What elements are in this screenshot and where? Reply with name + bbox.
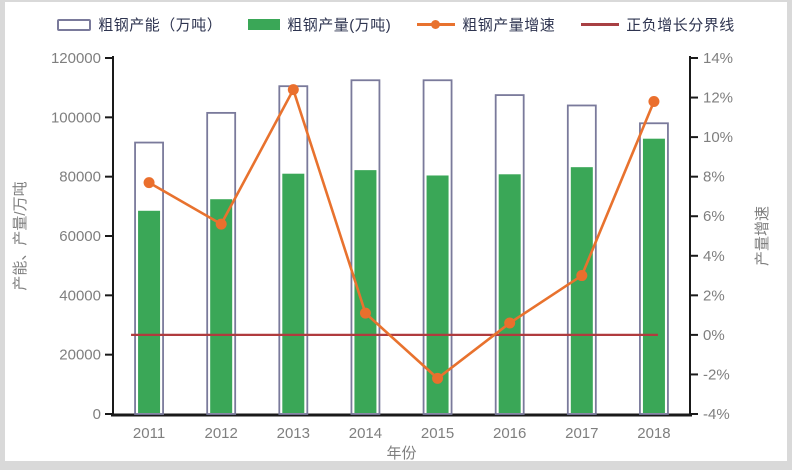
legend-label-zero-line: 正负增长分界线 <box>626 17 735 34</box>
production-bar-2011 <box>138 210 161 413</box>
legend-item-capacity: 粗钢产能（万吨） <box>57 14 222 35</box>
combo-chart: 0 20000 40000 60000 80000 100000 120000 -4% -2% 0… <box>12 50 771 461</box>
growth-marker-2014 <box>359 307 371 319</box>
x-tick-label: 2016 <box>493 425 526 442</box>
growth-marker-2012 <box>215 218 227 230</box>
production-bar-2015 <box>426 175 449 413</box>
x-tick-label: 2017 <box>565 425 598 442</box>
y-axis-left-tick-label: 100000 <box>51 109 101 126</box>
y-axis-left-tick-label: 80000 <box>59 169 101 186</box>
legend-item-production: 粗钢产量(万吨) <box>248 14 391 35</box>
y-axis-left-tick-label: 60000 <box>59 228 101 245</box>
y-axis-right-tick-label: 2% <box>703 287 725 304</box>
x-tick-label: 2011 <box>133 425 165 442</box>
chart-legend: 粗钢产能（万吨） 粗钢产量(万吨) 粗钢产量增速 正负增长分界线 <box>5 14 787 35</box>
x-axis-title: 年份 <box>386 445 416 461</box>
y-axis-left-tick-label: 20000 <box>59 347 101 364</box>
growth-line <box>148 86 656 381</box>
y-axis-right-tick-label: -4% <box>703 406 730 423</box>
y-axis-right-tick-label: 6% <box>703 208 725 225</box>
growth-marker-2013 <box>287 84 299 96</box>
zero-boundary-line-icon <box>581 19 620 30</box>
y-axis-right-tick-label: 14% <box>703 50 733 67</box>
legend-label-capacity: 粗钢产能（万吨） <box>98 17 223 34</box>
growth-line-icon <box>417 19 456 30</box>
y-axis-left-tick-label: 0 <box>93 406 101 423</box>
legend-item-zero-line: 正负增长分界线 <box>581 14 735 35</box>
y-axis-right-tick-label: 10% <box>703 129 733 146</box>
growth-marker-2016 <box>504 317 516 329</box>
y-axis-right-tick-label: 4% <box>703 248 725 265</box>
legend-label-production: 粗钢产量(万吨) <box>287 17 392 34</box>
growth-marker-2018 <box>648 96 660 108</box>
y-axis-left-title: 产能、产量/万吨 <box>12 181 29 290</box>
x-tick-label: 2015 <box>421 425 454 442</box>
y-axis-right-tick-label: 8% <box>703 169 725 186</box>
production-bar-2013 <box>282 173 305 413</box>
production-bar-2016 <box>498 174 521 413</box>
legend-item-growth: 粗钢产量增速 <box>417 14 555 35</box>
production-bar-2018 <box>642 138 665 413</box>
growth-marker-2017 <box>576 270 588 282</box>
growth-marker-2015 <box>432 372 444 384</box>
y-axis-right-tick-label: 12% <box>703 90 733 107</box>
x-tick-label: 2012 <box>205 425 238 442</box>
y-axis-left-tick-label: 120000 <box>51 50 101 67</box>
x-tick-label: 2013 <box>277 425 310 442</box>
x-tick-label: 2018 <box>637 425 670 442</box>
growth-marker-2011 <box>143 177 155 189</box>
production-bar-2012 <box>210 199 233 413</box>
y-axis-right-tick-label: 0% <box>703 327 725 344</box>
production-bar-2014 <box>354 170 377 413</box>
legend-label-growth: 粗钢产量增速 <box>462 17 556 34</box>
y-axis-right-tick-label: -2% <box>703 366 730 383</box>
chart-panel: 粗钢产能（万吨） 粗钢产量(万吨) 粗钢产量增速 正负增长分界线 0 20000 4… <box>5 2 787 461</box>
y-axis-right-title: 产量增速 <box>754 206 771 266</box>
x-tick-label: 2014 <box>349 425 382 442</box>
capacity-bar-icon <box>57 18 92 31</box>
y-axis-left-tick-label: 40000 <box>59 287 101 304</box>
production-bar-icon <box>248 19 281 30</box>
production-bar-2017 <box>570 167 593 413</box>
